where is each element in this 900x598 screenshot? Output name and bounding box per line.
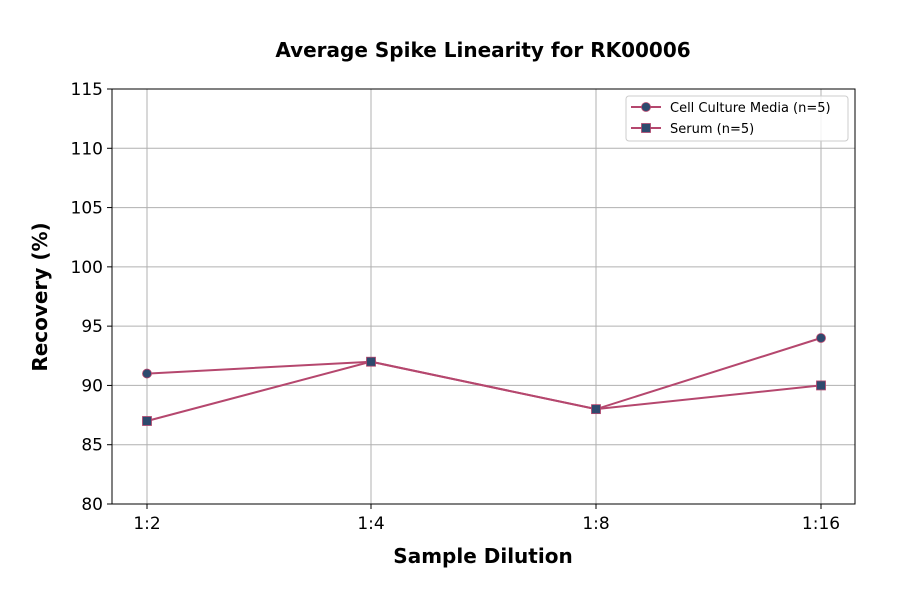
y-tick-label: 105 (71, 199, 103, 219)
y-tick-label: 95 (81, 317, 103, 337)
y-tick-label: 110 (71, 139, 103, 159)
legend-box (625, 95, 849, 142)
y-tick-label: 90 (81, 376, 103, 396)
data-point-1-3 (816, 380, 826, 391)
legend-label: Serum (n=5) (670, 122, 754, 137)
x-tick-label: 1:16 (802, 514, 840, 534)
data-point-0-0 (142, 368, 152, 379)
plot-frame (111, 88, 856, 505)
y-tick-label: 80 (81, 495, 103, 515)
series-line-1 (146, 360, 822, 422)
legend: Cell Culture Media (n=5) Serum (n=5) (625, 95, 849, 142)
series-line-0 (146, 337, 822, 411)
data-point-1-1 (366, 356, 376, 367)
x-tick-label: 1:4 (357, 514, 384, 534)
y-tick-label: 100 (71, 258, 103, 278)
chart-title: Average Spike Linearity for RK00006 (275, 38, 690, 62)
legend-label: Cell Culture Media (n=5) (670, 101, 831, 116)
x-tick-label: 1:8 (582, 514, 609, 534)
data-point-1-0 (142, 416, 152, 426)
legend-marker-circle (641, 102, 651, 112)
legend-marker-square (641, 123, 651, 133)
data-point-1-2 (591, 404, 601, 415)
y-axis-label: Recovery (%) (28, 222, 52, 371)
y-tick-label: 115 (71, 80, 103, 100)
y-tick-label: 85 (81, 436, 103, 456)
x-tick-label: 1:2 (133, 514, 160, 534)
x-axis-label: Sample Dilution (393, 544, 572, 568)
data-point-0-3 (816, 333, 826, 343)
